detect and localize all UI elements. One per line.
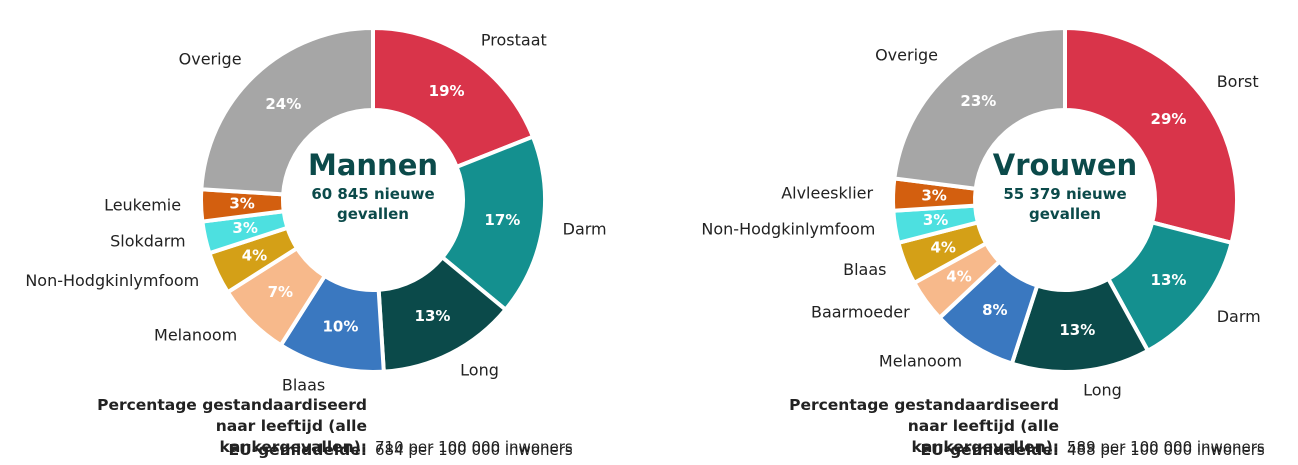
chart-title: Vrouwen — [992, 148, 1138, 182]
value-label: 19% — [429, 82, 465, 100]
category-label: Slokdarm — [110, 231, 186, 250]
slice — [371, 25, 536, 170]
value-label: 3% — [923, 211, 948, 229]
value-label: 7% — [268, 283, 293, 301]
category-label: Non-Hodgkinlymfoom — [25, 271, 199, 290]
center-label: Mannen 60 845 nieuwe gevallen — [298, 148, 448, 224]
footnote: EU-gemiddelde: 488 per 100 000 inwoners — [769, 440, 1265, 461]
footnote-value: 589 per 100 000 inwoners — [1067, 438, 1265, 456]
category-label: Long — [1083, 381, 1122, 400]
value-label: 10% — [322, 317, 358, 335]
category-label: Long — [460, 361, 499, 380]
footnote: Percentage gestandaardiseerd naar leefti… — [77, 395, 573, 458]
footnote-value: 488 per 100 000 inwoners — [1067, 441, 1265, 459]
slice — [1063, 25, 1240, 246]
category-label: Melanoom — [879, 352, 962, 371]
value-label: 3% — [921, 186, 946, 204]
category-label: Melanoom — [154, 325, 237, 344]
footnote-label: Percentage gestandaardiseerd naar leefti… — [97, 396, 367, 456]
footnote-label: EU-gemiddelde: — [228, 441, 367, 459]
footnote: EU-gemiddelde: 684 per 100 000 inwoners — [77, 440, 573, 461]
footnote-label: EU-gemiddelde: — [920, 441, 1059, 459]
category-label: Leukemie — [104, 196, 181, 215]
category-label: Darm — [1217, 307, 1261, 326]
value-label: 4% — [930, 239, 955, 257]
value-label: 4% — [946, 267, 971, 285]
value-label: 3% — [232, 219, 257, 237]
value-label: 8% — [982, 301, 1007, 319]
category-label: Prostaat — [481, 31, 547, 50]
category-label: Borst — [1217, 72, 1259, 91]
chart-title: Mannen — [307, 148, 439, 182]
footnote-value: 710 per 100 000 inwoners — [375, 438, 573, 456]
slice — [892, 25, 1067, 191]
footnote: Percentage gestandaardiseerd naar leefti… — [769, 395, 1265, 458]
category-label: Blaas — [282, 375, 325, 394]
value-label: 24% — [265, 95, 301, 113]
category-label: Baarmoeder — [811, 302, 910, 321]
value-label: 4% — [242, 246, 267, 264]
center-label: Vrouwen 55 379 nieuwe gevallen — [990, 148, 1140, 224]
category-label: Blaas — [843, 260, 886, 279]
value-label: 17% — [484, 211, 520, 229]
value-label: 23% — [960, 92, 996, 110]
value-label: 29% — [1151, 110, 1187, 128]
category-label: Overige — [875, 45, 938, 64]
chart-subtitle: 60 845 nieuwe gevallen — [311, 185, 435, 223]
chart-subtitle: 55 379 nieuwe gevallen — [1003, 185, 1127, 223]
value-label: 13% — [415, 307, 451, 325]
category-label: Darm — [563, 220, 607, 239]
value-label: 13% — [1151, 271, 1187, 289]
footnote-label: Percentage gestandaardiseerd naar leefti… — [789, 396, 1059, 456]
footnote-value: 684 per 100 000 inwoners — [375, 441, 573, 459]
value-label: 3% — [229, 195, 254, 213]
category-label: Overige — [179, 50, 242, 69]
category-label: Non-Hodgkinlymfoom — [701, 220, 875, 239]
slice — [199, 25, 375, 197]
category-label: Alvleesklier — [781, 183, 873, 202]
value-label: 13% — [1059, 321, 1095, 339]
